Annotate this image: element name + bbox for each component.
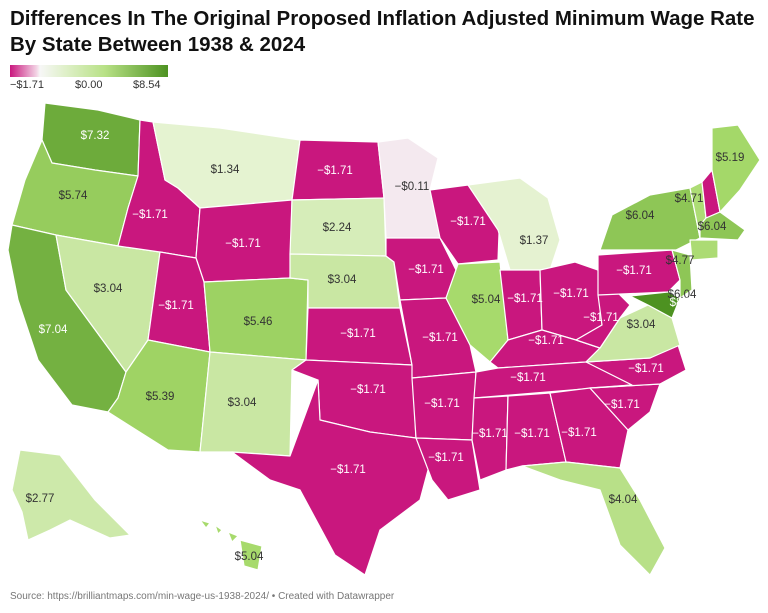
- label-ia: −$1.71: [408, 264, 444, 276]
- label-ut: −$1.71: [158, 300, 194, 312]
- label-nm: $3.04: [228, 397, 257, 409]
- label-mn: −$0.11: [395, 181, 430, 193]
- label-nc: −$1.71: [628, 363, 664, 375]
- label-oh: −$1.71: [553, 288, 589, 300]
- state-va[interactable]: [585, 304, 681, 363]
- label-va: $3.04: [627, 319, 656, 331]
- color-legend: −$1.71 $0.00 $8.54: [10, 65, 170, 93]
- label-ky: −$1.71: [528, 335, 564, 347]
- legend-min-label: −$1.71: [10, 79, 44, 91]
- state-md[interactable]: [629, 291, 681, 319]
- label-ms: −$1.71: [472, 428, 508, 440]
- state-me[interactable]: [711, 124, 761, 213]
- state-hi[interactable]: [199, 519, 263, 571]
- label-sd: $2.24: [323, 222, 352, 234]
- label-co: $5.46: [244, 316, 273, 328]
- label-la: −$1.71: [428, 452, 464, 464]
- label-nj: $6.04: [668, 289, 697, 301]
- label-ma: $6.04: [698, 221, 727, 233]
- label-wi: −$1.71: [450, 216, 486, 228]
- state-pa[interactable]: [597, 249, 681, 296]
- state-ct[interactable]: [689, 239, 719, 261]
- source-credit: Source: https://brilliantmaps.com/min-wa…: [10, 591, 395, 602]
- state-ga[interactable]: [549, 387, 629, 469]
- label-nv: $3.04: [94, 283, 123, 295]
- label-vt: $4.71: [675, 193, 704, 205]
- legend-gradient-bar: [10, 65, 168, 77]
- label-ar: −$1.71: [424, 398, 460, 410]
- label-wv: −$1.71: [583, 312, 619, 324]
- state-in[interactable]: [499, 269, 543, 341]
- state-nj[interactable]: [671, 249, 693, 299]
- label-ca: $7.04: [39, 324, 68, 336]
- label-ok: −$1.71: [350, 384, 386, 396]
- state-ak[interactable]: [11, 449, 131, 541]
- state-wv[interactable]: [575, 289, 631, 349]
- state-tx[interactable]: [231, 379, 433, 576]
- label-in: −$1.71: [507, 293, 543, 305]
- state-ma[interactable]: [699, 211, 746, 241]
- label-hi: $5.04: [235, 551, 264, 563]
- label-me: $5.19: [716, 152, 745, 164]
- state-fl[interactable]: [521, 461, 666, 576]
- state-mi[interactable]: [467, 177, 561, 271]
- label-id: −$1.71: [132, 209, 168, 221]
- label-il: $5.04: [472, 294, 501, 306]
- state-oh[interactable]: [539, 261, 603, 341]
- label-nd: −$1.71: [317, 165, 353, 177]
- label-wy: −$1.71: [225, 238, 261, 250]
- state-value-labels: $7.32 $5.74 $7.04 $3.04 −$1.71 $1.34 −$1…: [26, 130, 745, 563]
- label-md: $8.54: [670, 297, 699, 309]
- map-title: Differences In The Original Proposed Inf…: [10, 7, 755, 56]
- label-tx: −$1.71: [330, 464, 366, 476]
- state-ms[interactable]: [471, 395, 509, 481]
- legend-mid-label: $0.00: [75, 79, 103, 91]
- legend-max-label: $8.54: [133, 79, 161, 91]
- label-az: $5.39: [146, 391, 175, 403]
- label-tn: −$1.71: [510, 372, 546, 384]
- label-mo: −$1.71: [422, 332, 458, 344]
- label-ne: $3.04: [328, 274, 357, 286]
- label-ga: −$1.71: [561, 427, 597, 439]
- label-pa: −$1.71: [616, 265, 652, 277]
- label-al: −$1.71: [514, 428, 550, 440]
- label-ks: −$1.71: [340, 328, 376, 340]
- label-ct: $4.77: [666, 255, 695, 267]
- label-mi: $1.37: [520, 235, 549, 247]
- state-la[interactable]: [415, 437, 481, 501]
- label-sc: −$1.71: [604, 399, 640, 411]
- label-ak: $2.77: [26, 493, 55, 505]
- label-or: $5.74: [59, 190, 88, 202]
- label-ny: $6.04: [626, 210, 655, 222]
- label-wa: $7.32: [81, 130, 110, 142]
- label-mt: $1.34: [211, 164, 240, 176]
- label-fl: $4.04: [609, 494, 638, 506]
